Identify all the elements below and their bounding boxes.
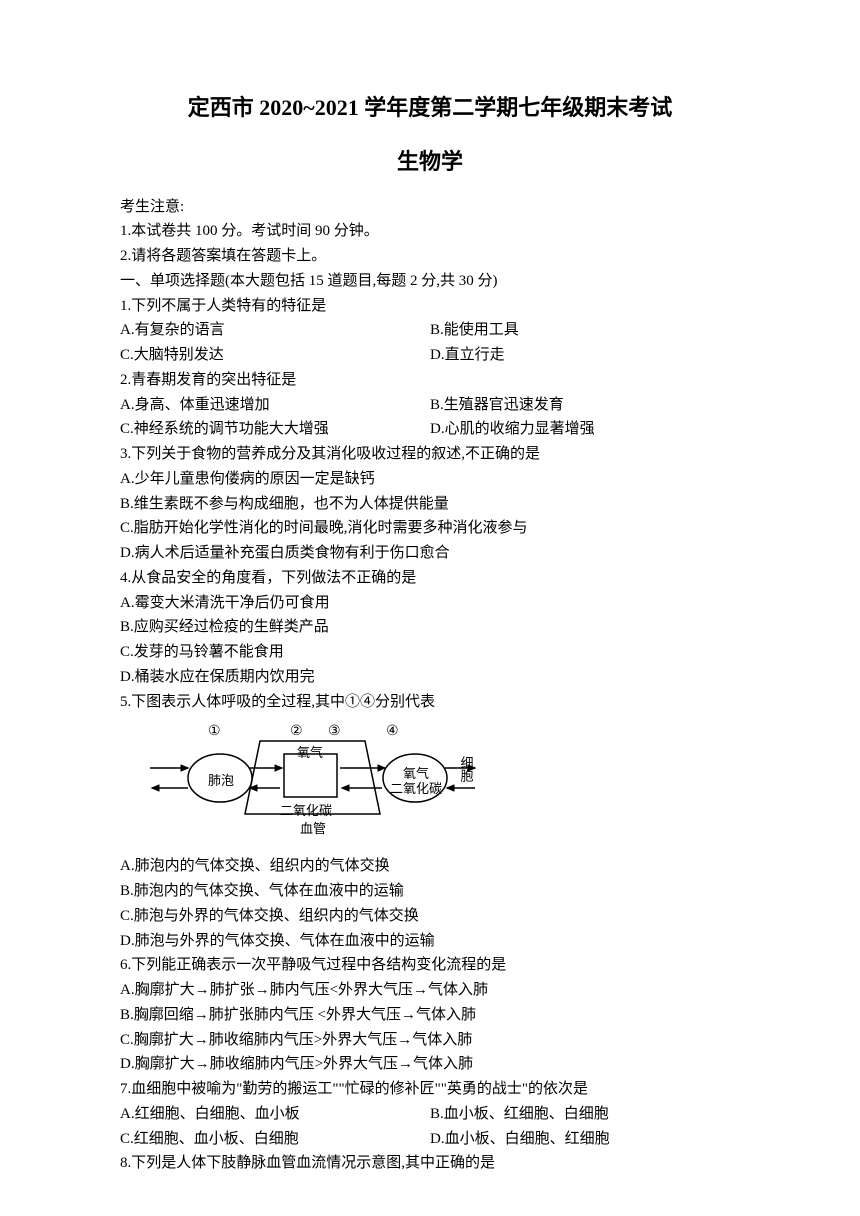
diagram-text-yangqi: 氧气 xyxy=(297,742,323,763)
q7-option-b: B.血小板、红细胞、白细胞 xyxy=(430,1102,740,1127)
q4-stem: 4.从食品安全的角度看，下列做法不正确的是 xyxy=(120,566,740,591)
q4-option-c: C.发芽的马铃薯不能食用 xyxy=(120,640,740,665)
q4-option-d: D.桶装水应在保质期内饮用完 xyxy=(120,665,740,690)
diagram-text-xueguan: 血管 xyxy=(300,818,326,839)
q1-stem: 1.下列不属于人类特有的特征是 xyxy=(120,294,740,319)
section-header-1: 一、单项选择题(本大题包括 15 道题目,每题 2 分,共 30 分) xyxy=(120,269,740,294)
notice-item-1: 1.本试卷共 100 分。考试时间 90 分钟。 xyxy=(120,219,740,244)
exam-title-sub: 生物学 xyxy=(120,144,740,180)
notice-item-2: 2.请将各题答案填在答题卡上。 xyxy=(120,244,740,269)
q1-option-b: B.能使用工具 xyxy=(430,318,740,343)
q4-option-b: B.应购买经过检疫的生鲜类产品 xyxy=(120,615,740,640)
notice-label: 考生注意: xyxy=(120,195,740,220)
q6-option-d: D.胸廓扩大→肺收缩肺内气压>外界大气压→气体入肺 xyxy=(120,1052,740,1077)
q5-option-d: D.肺泡与外界的气体交换、气体在血液中的运输 xyxy=(120,929,740,954)
q5-stem: 5.下图表示人体呼吸的全过程,其中①④分别代表 xyxy=(120,690,740,715)
q7-options-row1: A.红细胞、白细胞、血小板 B.血小板、红细胞、白细胞 xyxy=(120,1102,740,1127)
q7-option-a: A.红细胞、白细胞、血小板 xyxy=(120,1102,430,1127)
q3-option-d: D.病人术后适量补充蛋白质类食物有利于伤口愈合 xyxy=(120,541,740,566)
q3-option-a: A.少年儿童患佝偻病的原因一定是缺钙 xyxy=(120,467,740,492)
diagram-text-co2-2: 二氧化碳 xyxy=(390,778,442,799)
q7-options-row2: C.红细胞、血小板、白细胞 D.血小板、白细胞、红细胞 xyxy=(120,1127,740,1152)
diagram-text-feipao: 肺泡 xyxy=(208,770,234,791)
respiration-diagram: ① ② ③ ④ 肺泡 氧气 二氧化碳 血管 氧气 二氧化碳 细胞 xyxy=(150,720,480,848)
q2-options-row1: A.身高、体重迅速增加 B.生殖器官迅速发育 xyxy=(120,393,740,418)
q6-stem: 6.下列能正确表示一次平静吸气过程中各结构变化流程的是 xyxy=(120,953,740,978)
q2-option-b: B.生殖器官迅速发育 xyxy=(430,393,740,418)
q2-option-a: A.身高、体重迅速增加 xyxy=(120,393,430,418)
q1-options-row1: A.有复杂的语言 B.能使用工具 xyxy=(120,318,740,343)
q3-option-b: B.维生素既不参与构成细胞，也不为人体提供能量 xyxy=(120,492,740,517)
q5-option-c: C.肺泡与外界的气体交换、组织内的气体交换 xyxy=(120,904,740,929)
q1-option-a: A.有复杂的语言 xyxy=(120,318,430,343)
q1-option-d: D.直立行走 xyxy=(430,343,740,368)
q1-option-c: C.大脑特别发达 xyxy=(120,343,430,368)
q4-option-a: A.霉变大米清洗干净后仍可食用 xyxy=(120,591,740,616)
q3-option-c: C.脂肪开始化学性消化的时间最晚,消化时需要多种消化液参与 xyxy=(120,516,740,541)
q2-options-row2: C.神经系统的调节功能大大增强 D.心肌的收缩力显著增强 xyxy=(120,417,740,442)
q6-option-b: B.胸廓回缩→肺扩张肺内气压 <外界大气压→气体入肺 xyxy=(120,1003,740,1028)
q3-stem: 3.下列关于食物的营养成分及其消化吸收过程的叙述,不正确的是 xyxy=(120,442,740,467)
q5-option-a: A.肺泡内的气体交换、组织内的气体交换 xyxy=(120,854,740,879)
q5-option-b: B.肺泡内的气体交换、气体在血液中的运输 xyxy=(120,879,740,904)
q7-stem: 7.血细胞中被喻为"勤劳的搬运工""忙碌的修补匠""英勇的战士"的依次是 xyxy=(120,1077,740,1102)
q6-option-c: C.胸廓扩大→肺收缩肺内气压>外界大气压→气体入肺 xyxy=(120,1028,740,1053)
q7-option-d: D.血小板、白细胞、红细胞 xyxy=(430,1127,740,1152)
q2-option-d: D.心肌的收缩力显著增强 xyxy=(430,417,740,442)
q6-option-a: A.胸廓扩大→肺扩张→肺内气压<外界大气压→气体入肺 xyxy=(120,978,740,1003)
q7-option-c: C.红细胞、血小板、白细胞 xyxy=(120,1127,430,1152)
exam-title-main: 定西市 2020~2021 学年度第二学期七年级期末考试 xyxy=(120,90,740,126)
diagram-text-xibao: 细胞 xyxy=(455,756,476,782)
q2-stem: 2.青春期发育的突出特征是 xyxy=(120,368,740,393)
q2-option-c: C.神经系统的调节功能大大增强 xyxy=(120,417,430,442)
q8-stem: 8.下列是人体下肢静脉血管血流情况示意图,其中正确的是 xyxy=(120,1151,740,1176)
q1-options-row2: C.大脑特别发达 D.直立行走 xyxy=(120,343,740,368)
